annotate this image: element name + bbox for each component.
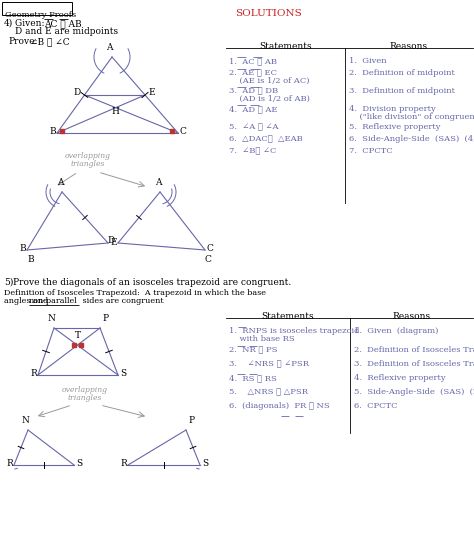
Text: 5.  ∠A ≅ ∠A: 5. ∠A ≅ ∠A	[229, 123, 279, 131]
Text: N: N	[22, 416, 30, 425]
Text: 7.  ∠B≅ ∠C: 7. ∠B≅ ∠C	[229, 147, 276, 155]
Text: B: B	[27, 255, 34, 264]
Text: 5.  Reflexive property: 5. Reflexive property	[349, 123, 440, 131]
Text: 5): 5)	[4, 278, 13, 287]
Text: 1.  Given  (diagram): 1. Given (diagram)	[354, 327, 438, 335]
Text: 5.  Side-Angle-Side  (SAS)  (2, 3, 4): 5. Side-Angle-Side (SAS) (2, 3, 4)	[354, 388, 474, 396]
Text: 2.  NR ≅ PS: 2. NR ≅ PS	[229, 346, 277, 354]
Text: Statements: Statements	[262, 312, 314, 321]
Text: B: B	[49, 127, 55, 136]
Text: 6.  △DAC≅  △EAB: 6. △DAC≅ △EAB	[229, 135, 303, 143]
Text: Given:: Given:	[15, 19, 50, 28]
Text: ∠B ≅ ∠C: ∠B ≅ ∠C	[30, 37, 70, 46]
Text: overlapping: overlapping	[62, 386, 108, 394]
Text: Prove the diagonals of an isosceles trapezoid are congruent.: Prove the diagonals of an isosceles trap…	[13, 278, 291, 287]
Text: 4.  Division property: 4. Division property	[349, 105, 436, 113]
Text: Definition of Isosceles Trapezoid:  A trapezoid in which the base: Definition of Isosceles Trapezoid: A tra…	[4, 289, 266, 297]
Text: P: P	[188, 416, 194, 425]
Text: A: A	[155, 178, 161, 187]
Text: Prove:: Prove:	[8, 37, 37, 46]
Text: T: T	[75, 331, 82, 340]
Text: 6.  (diagonals)  PR ≅ NS: 6. (diagonals) PR ≅ NS	[229, 402, 330, 410]
Text: C: C	[205, 255, 212, 264]
Text: with base RS: with base RS	[229, 335, 295, 343]
Text: A: A	[106, 43, 112, 52]
Text: 4.  AD ≅ AE: 4. AD ≅ AE	[229, 105, 277, 113]
Text: 5.    △NRS ≅ △PSR: 5. △NRS ≅ △PSR	[229, 388, 308, 396]
Text: 1.  AC ≅ AB: 1. AC ≅ AB	[229, 57, 277, 65]
Text: 6.  CPCTC: 6. CPCTC	[354, 402, 398, 410]
Text: 6.  Side-Angle-Side  (SAS)  (4, 5, 1): 6. Side-Angle-Side (SAS) (4, 5, 1)	[349, 135, 474, 143]
Text: N: N	[48, 314, 56, 323]
Text: triangles: triangles	[68, 394, 102, 402]
Text: (AE is 1/2 of AC): (AE is 1/2 of AC)	[229, 77, 310, 85]
Text: E: E	[148, 88, 155, 97]
Text: C: C	[180, 127, 187, 136]
Text: 1.  Given: 1. Given	[349, 57, 387, 65]
Text: overlapping: overlapping	[65, 152, 111, 160]
Text: P: P	[102, 314, 108, 323]
Text: D: D	[107, 236, 114, 245]
Text: S: S	[202, 459, 208, 468]
Text: ("like division" of congruent segments): ("like division" of congruent segments)	[349, 113, 474, 121]
Text: B: B	[19, 244, 26, 253]
Text: D: D	[73, 88, 81, 97]
Text: non-parallel: non-parallel	[29, 297, 78, 305]
Text: H: H	[112, 107, 119, 116]
Text: 4): 4)	[4, 19, 13, 28]
Text: sides are congruent: sides are congruent	[80, 297, 164, 305]
Text: 7.  CPCTC: 7. CPCTC	[349, 147, 392, 155]
Text: Geometry Proofs: Geometry Proofs	[5, 11, 76, 19]
Text: R: R	[30, 369, 37, 378]
Text: SOLUTIONS: SOLUTIONS	[235, 9, 302, 18]
Text: 2.  Definition of Isosceles Trapezoid: 2. Definition of Isosceles Trapezoid	[354, 346, 474, 354]
Text: S: S	[76, 459, 82, 468]
Text: R: R	[120, 459, 127, 468]
Text: S: S	[120, 369, 126, 378]
FancyBboxPatch shape	[2, 2, 72, 15]
Text: Reasons: Reasons	[390, 42, 428, 51]
Text: 3.    ∠NRS ≅ ∠PSR: 3. ∠NRS ≅ ∠PSR	[229, 360, 309, 368]
Text: 2.  Definition of midpoint: 2. Definition of midpoint	[349, 69, 455, 77]
Text: C: C	[207, 244, 214, 253]
Text: 3.  Definition of midpoint: 3. Definition of midpoint	[349, 87, 455, 95]
Text: A: A	[57, 178, 63, 187]
Text: (AD is 1/2 of AB): (AD is 1/2 of AB)	[229, 95, 310, 103]
Text: Reasons: Reasons	[392, 312, 430, 321]
Text: AC ≅ AB: AC ≅ AB	[44, 19, 82, 28]
Text: 4.  Reflexive property: 4. Reflexive property	[354, 374, 446, 382]
Text: 2.  AE ≅ EC: 2. AE ≅ EC	[229, 69, 277, 77]
Text: E: E	[110, 238, 117, 247]
Text: R: R	[6, 459, 13, 468]
Text: 3.  Definition of Isosceles Trapezoid: 3. Definition of Isosceles Trapezoid	[354, 360, 474, 368]
Text: 4.  RS ≅ RS: 4. RS ≅ RS	[229, 374, 277, 382]
Text: angles and: angles and	[4, 297, 51, 305]
Text: triangles: triangles	[71, 160, 105, 168]
Text: Statements: Statements	[259, 42, 312, 51]
Text: D and E are midpoints: D and E are midpoints	[15, 27, 118, 36]
Text: 3.  AD ≅ DB: 3. AD ≅ DB	[229, 87, 278, 95]
Text: 1.  RNPS is isosceles trapezoid: 1. RNPS is isosceles trapezoid	[229, 327, 359, 335]
